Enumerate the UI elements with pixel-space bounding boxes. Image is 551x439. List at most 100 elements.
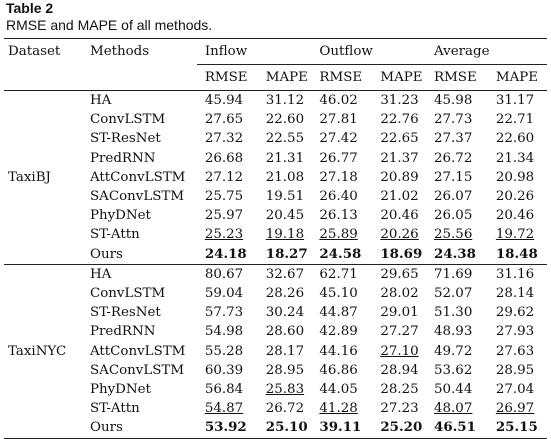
value-cell: 46.02 xyxy=(311,91,372,111)
table-row: TaxiBJ HA 45.94 31.12 46.02 31.23 45.98 31.17 xyxy=(4,90,547,265)
value-cell: 51.30 xyxy=(426,303,488,322)
value-text: 20.98 xyxy=(495,169,535,185)
value-cell: 26.97 xyxy=(488,399,547,418)
value-text: 21.31 xyxy=(265,150,305,166)
value-cell: 27.10 xyxy=(372,342,426,361)
value-text: 26.07 xyxy=(434,189,473,205)
value-cell: 18.48 xyxy=(487,244,547,265)
header-blank-1 xyxy=(4,64,86,91)
value-text: 25.83 xyxy=(265,382,305,398)
value-text: 20.46 xyxy=(495,208,535,224)
value-cell: 22.65 xyxy=(372,129,426,148)
value-cell: 27.27 xyxy=(372,322,426,341)
header-inflow-mape: MAPE xyxy=(257,64,312,91)
value-cell: 25.89 xyxy=(311,225,372,244)
table-row: AttConvLSTM 55.28 28.17 44.16 27.10 49.72 27.6… xyxy=(4,342,547,361)
dataset-cell: TaxiBJ xyxy=(4,90,86,265)
value-text: 20.45 xyxy=(265,208,305,224)
value-text: 25.10 xyxy=(265,419,308,436)
table-row: PhyDNet 56.84 25.83 44.05 28.25 50.44 27.04 xyxy=(4,380,547,399)
value-cell: 31.23 xyxy=(372,91,426,111)
value-text: 21.37 xyxy=(380,150,419,166)
value-text: 46.51 xyxy=(434,419,476,436)
value-text: 24.18 xyxy=(204,245,247,262)
table-row: PredRNN 54.98 28.60 42.89 27.27 48.93 27.93 xyxy=(4,322,547,341)
method-cell: Ours xyxy=(85,244,197,265)
header-blank-2 xyxy=(85,64,197,91)
header-inflow-rmse: RMSE xyxy=(196,64,258,91)
value-text: 80.67 xyxy=(204,266,244,282)
value-text: 19.51 xyxy=(265,189,305,205)
value-text: 27.93 xyxy=(495,324,535,340)
value-cell: 28.95 xyxy=(488,361,547,380)
dataset-cell: TaxiNYC xyxy=(8,343,67,359)
value-cell: 25.75 xyxy=(197,187,258,206)
method-cell: ST-ResNet xyxy=(89,305,161,321)
value-cell: 19.51 xyxy=(258,187,312,206)
value-text: 31.16 xyxy=(495,266,535,282)
value-cell: 25.15 xyxy=(488,418,547,438)
method-cell: ST-Attn xyxy=(89,401,140,417)
value-text: 25.23 xyxy=(204,227,244,243)
header-outflow: Outflow xyxy=(311,38,426,65)
value-text: 28.95 xyxy=(495,362,535,378)
value-text: 22.60 xyxy=(495,131,535,147)
value-cell: 20.26 xyxy=(372,225,426,244)
table-row: ST-Attn 54.87 26.72 41.28 27.23 48.07 26.97 xyxy=(4,399,547,418)
value-text: 27.81 xyxy=(319,112,358,128)
value-text: 60.39 xyxy=(204,362,244,378)
table-row: ConvLSTM 27.65 22.60 27.81 22.76 27.73 22.71 xyxy=(4,110,547,129)
value-cell: 55.28 xyxy=(197,342,258,361)
value-cell: 41.28 xyxy=(311,399,372,418)
value-cell: 54.87 xyxy=(197,399,258,418)
value-text: 22.71 xyxy=(495,112,535,128)
value-text: 32.67 xyxy=(265,266,305,282)
value-cell: 27.63 xyxy=(488,342,547,361)
value-cell: 27.73 xyxy=(426,110,488,129)
value-cell: 27.04 xyxy=(488,380,547,399)
value-text: 28.17 xyxy=(265,343,305,359)
value-cell: 44.16 xyxy=(311,342,372,361)
value-cell: 25.20 xyxy=(372,418,426,438)
value-text: 54.98 xyxy=(204,324,244,340)
value-cell: 45.94 xyxy=(197,91,258,111)
table-row: ConvLSTM 59.04 28.26 45.10 28.02 52.07 28.14 xyxy=(4,284,547,303)
value-text: 48.93 xyxy=(434,324,473,340)
table-caption-title: Table 2 xyxy=(6,0,54,16)
value-cell: 45.10 xyxy=(311,284,372,303)
header-outflow-mape: MAPE xyxy=(372,64,426,91)
value-text: 44.87 xyxy=(319,305,358,321)
value-cell: 25.83 xyxy=(258,380,312,399)
value-cell: 24.58 xyxy=(311,244,373,265)
value-cell: 29.65 xyxy=(372,264,426,284)
value-text: 21.02 xyxy=(380,189,419,205)
header-inflow: Inflow xyxy=(196,38,312,65)
value-cell: 24.38 xyxy=(426,244,488,265)
value-text: 71.69 xyxy=(434,266,473,282)
method-cell: PredRNN xyxy=(89,150,156,166)
value-text: 25.75 xyxy=(204,189,244,205)
value-cell: 30.24 xyxy=(258,303,312,322)
value-text: 53.92 xyxy=(204,419,247,436)
method-cell: AttConvLSTM xyxy=(89,169,186,185)
value-cell: 49.72 xyxy=(426,342,488,361)
value-cell: 31.17 xyxy=(488,91,547,111)
value-text: 27.15 xyxy=(434,169,473,185)
value-text: 59.04 xyxy=(204,286,244,302)
value-text: 29.01 xyxy=(380,305,419,321)
value-cell: 44.87 xyxy=(311,303,372,322)
value-cell: 25.10 xyxy=(258,418,312,438)
value-cell: 22.60 xyxy=(488,129,547,148)
value-cell: 28.14 xyxy=(488,284,547,303)
value-cell: 21.37 xyxy=(372,149,426,168)
header-outflow-label: Outflow xyxy=(319,44,373,59)
value-text: 22.65 xyxy=(380,131,419,147)
value-text: 31.23 xyxy=(380,93,419,108)
table-row: TaxiNYC HA 80.67 32.67 62.71 29.65 71.69 31.16 xyxy=(4,264,547,359)
value-text: 45.10 xyxy=(319,286,358,302)
value-cell: 27.93 xyxy=(488,322,547,341)
method-cell: HA xyxy=(89,266,112,282)
value-cell: 31.16 xyxy=(488,264,547,284)
value-cell: 28.02 xyxy=(372,284,426,303)
